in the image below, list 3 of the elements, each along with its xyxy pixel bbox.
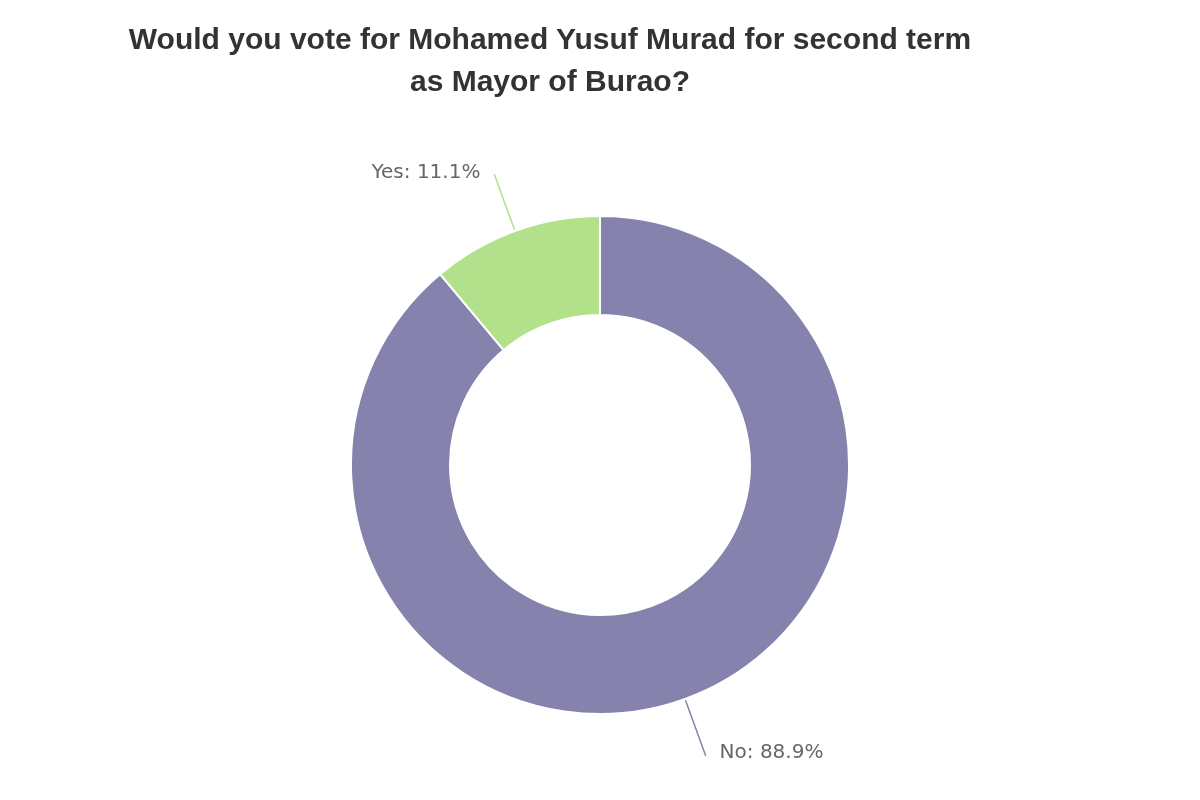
chart-title: Would you vote for Mohamed Yusuf Murad for second term as Mayor of Burao? [128, 22, 972, 97]
slice-label: No: 88.9% [719, 739, 824, 764]
slice-label: Yes: 11.1% [370, 158, 481, 183]
